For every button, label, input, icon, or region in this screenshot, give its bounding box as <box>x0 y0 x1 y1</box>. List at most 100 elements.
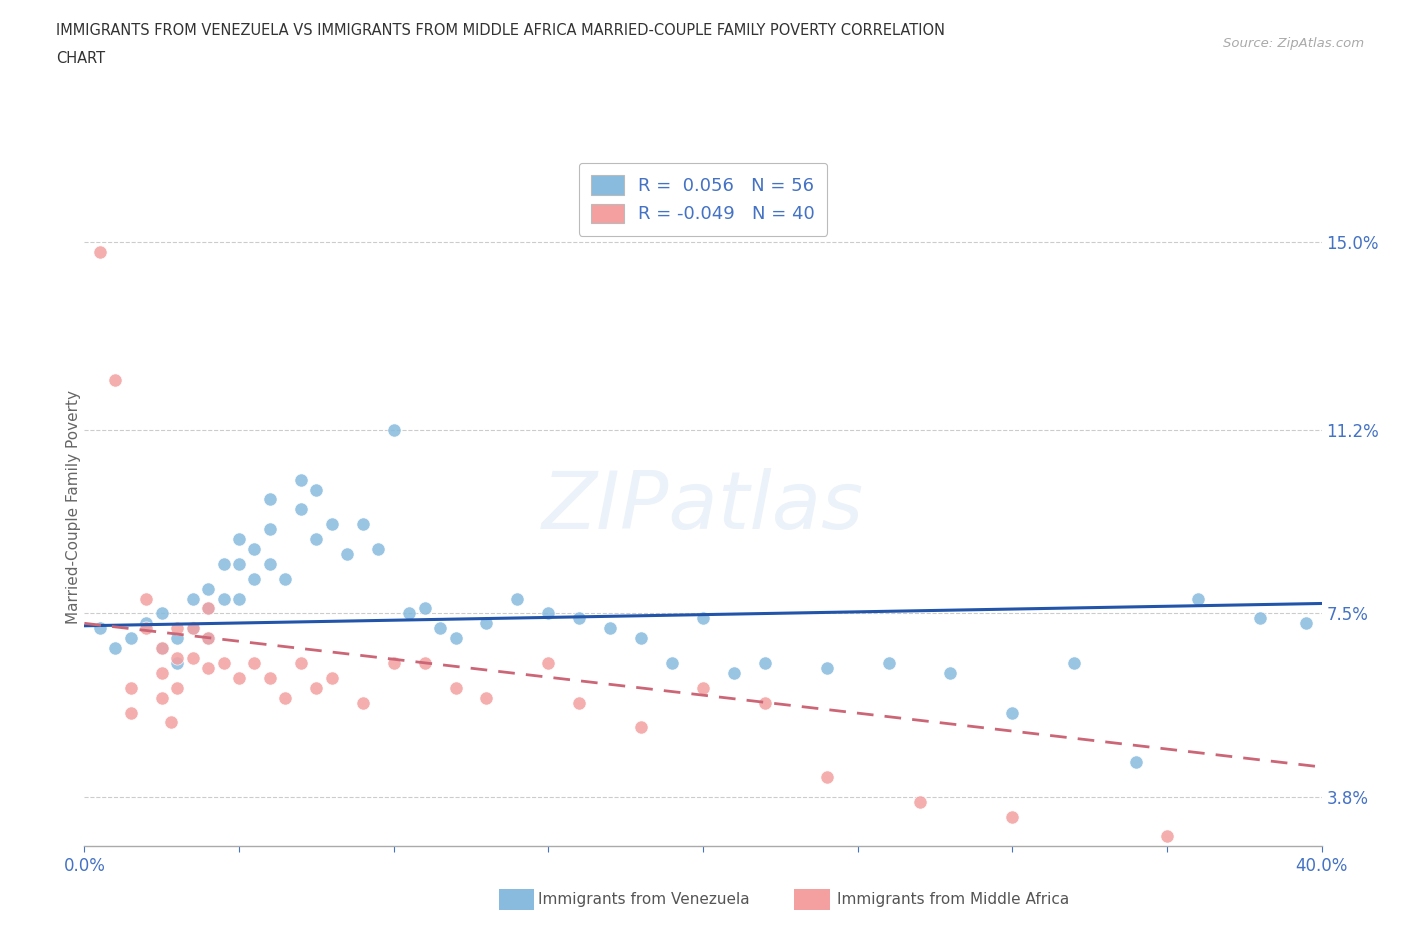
Point <box>150 606 173 621</box>
Point <box>259 671 281 685</box>
Text: IMMIGRANTS FROM VENEZUELA VS IMMIGRANTS FROM MIDDLE AFRICA MARRIED-COUPLE FAMILY: IMMIGRANTS FROM VENEZUELA VS IMMIGRANTS … <box>56 23 945 38</box>
Point <box>197 631 219 645</box>
Text: CHART: CHART <box>56 51 105 66</box>
Point <box>413 656 436 671</box>
Point <box>568 695 591 710</box>
Point <box>1187 591 1209 606</box>
Point <box>305 532 328 547</box>
Legend: R =  0.056   N = 56, R = -0.049   N = 40: R = 0.056 N = 56, R = -0.049 N = 40 <box>578 163 828 236</box>
Point <box>1295 616 1317 631</box>
Point <box>120 680 142 695</box>
Point <box>135 616 157 631</box>
Point <box>259 556 281 571</box>
Point <box>444 680 467 695</box>
Point <box>599 621 621 636</box>
Point <box>321 671 343 685</box>
Point <box>243 656 266 671</box>
Point <box>1156 829 1178 844</box>
Point <box>815 660 838 675</box>
Point <box>630 720 652 735</box>
Point <box>181 651 204 666</box>
Text: ZIPatlas: ZIPatlas <box>541 468 865 546</box>
Point <box>352 695 374 710</box>
Point <box>228 671 250 685</box>
Point <box>630 631 652 645</box>
Point <box>1063 656 1085 671</box>
Point <box>321 517 343 532</box>
Text: Source: ZipAtlas.com: Source: ZipAtlas.com <box>1223 37 1364 50</box>
Point <box>537 606 560 621</box>
Point <box>181 621 204 636</box>
Point <box>197 581 219 596</box>
Point <box>305 680 328 695</box>
Point <box>290 656 312 671</box>
Point <box>197 601 219 616</box>
Point <box>150 641 173 656</box>
Point <box>506 591 529 606</box>
Point <box>166 651 188 666</box>
Point <box>877 656 900 671</box>
Point <box>135 621 157 636</box>
Point <box>475 690 498 705</box>
Point <box>212 656 235 671</box>
Point <box>228 556 250 571</box>
Y-axis label: Married-Couple Family Poverty: Married-Couple Family Poverty <box>66 390 80 624</box>
Point <box>228 532 250 547</box>
Point <box>754 656 776 671</box>
Point <box>398 606 420 621</box>
Point <box>815 769 838 784</box>
Point <box>568 611 591 626</box>
Point <box>352 517 374 532</box>
Point <box>104 641 127 656</box>
Point <box>89 621 111 636</box>
Point <box>243 571 266 586</box>
Point <box>1249 611 1271 626</box>
Point <box>212 556 235 571</box>
Point <box>290 502 312 517</box>
Text: Immigrants from Venezuela: Immigrants from Venezuela <box>538 892 751 907</box>
Point <box>692 611 714 626</box>
Point <box>259 492 281 507</box>
Point <box>197 601 219 616</box>
Point <box>274 571 297 586</box>
Point <box>197 631 219 645</box>
Point <box>367 541 389 556</box>
Point <box>150 641 173 656</box>
Point <box>89 245 111 259</box>
Point <box>228 591 250 606</box>
Point <box>120 631 142 645</box>
Point <box>120 705 142 720</box>
Point <box>475 616 498 631</box>
Point <box>212 591 235 606</box>
Point <box>908 794 931 809</box>
Point <box>723 666 745 681</box>
Point <box>429 621 451 636</box>
Point <box>305 482 328 497</box>
Point <box>939 666 962 681</box>
Point <box>150 666 173 681</box>
Point <box>1125 754 1147 769</box>
Point <box>444 631 467 645</box>
Point <box>382 656 405 671</box>
Point <box>259 522 281 537</box>
Point <box>413 601 436 616</box>
Point <box>1001 705 1024 720</box>
Point <box>243 541 266 556</box>
Point <box>135 591 157 606</box>
Point <box>336 547 359 562</box>
Point <box>181 591 204 606</box>
Point <box>754 695 776 710</box>
Point <box>160 715 183 730</box>
Text: Immigrants from Middle Africa: Immigrants from Middle Africa <box>837 892 1069 907</box>
Point <box>661 656 683 671</box>
Point <box>166 621 188 636</box>
Point <box>274 690 297 705</box>
Point <box>150 690 173 705</box>
Point <box>537 656 560 671</box>
Point <box>382 422 405 437</box>
Point <box>166 680 188 695</box>
Point <box>692 680 714 695</box>
Point <box>290 472 312 487</box>
Point <box>166 631 188 645</box>
Point <box>197 660 219 675</box>
